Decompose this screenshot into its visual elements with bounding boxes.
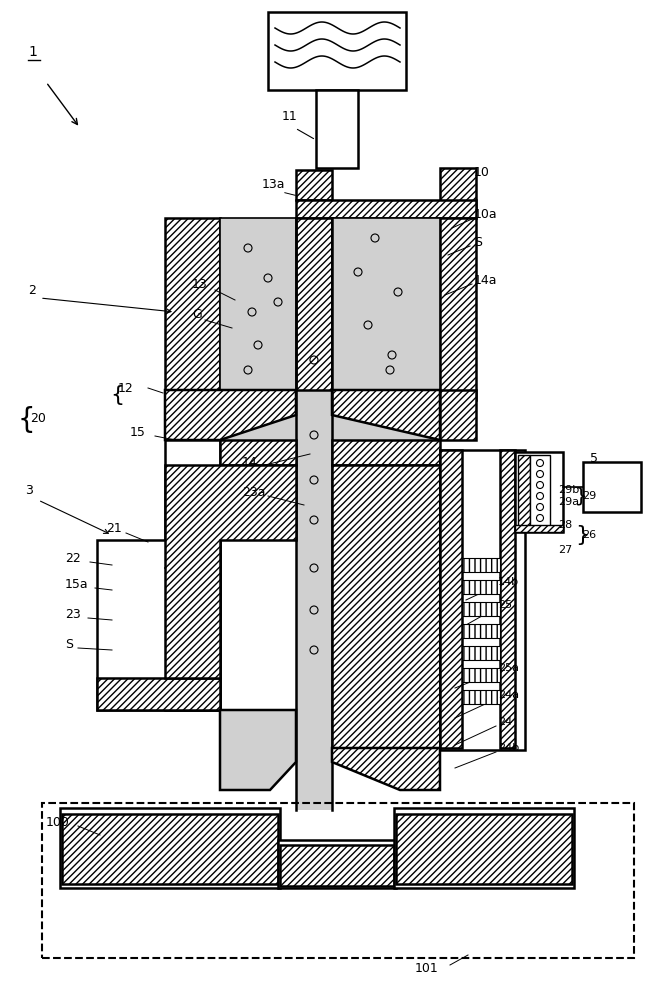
Polygon shape [332, 390, 440, 440]
Text: 3: 3 [25, 484, 33, 496]
Bar [462, 646, 500, 660]
Bar [515, 452, 563, 532]
Text: {: { [110, 385, 124, 405]
Bar [462, 668, 500, 682]
Text: }: } [575, 525, 589, 545]
Polygon shape [440, 450, 462, 748]
Text: 28: 28 [558, 520, 573, 530]
Bar [42, 803, 634, 958]
Polygon shape [440, 390, 476, 440]
Circle shape [536, 482, 544, 488]
Polygon shape [165, 465, 296, 678]
Text: 22: 22 [65, 552, 81, 564]
Text: 29a: 29a [558, 497, 579, 507]
Bar [316, 90, 358, 168]
Bar [97, 540, 220, 710]
Polygon shape [62, 814, 278, 884]
Text: 1: 1 [28, 45, 37, 59]
Text: 15: 15 [130, 426, 146, 438]
Text: 29: 29 [582, 491, 596, 501]
Text: 14b: 14b [498, 577, 519, 587]
Text: S: S [474, 235, 482, 248]
Text: 26: 26 [582, 530, 596, 540]
Bar [462, 580, 500, 594]
Polygon shape [332, 465, 440, 748]
Circle shape [536, 492, 544, 499]
Text: 14a: 14a [474, 273, 497, 286]
Text: G: G [192, 308, 202, 322]
Text: 21: 21 [106, 522, 122, 534]
Polygon shape [296, 218, 332, 810]
Polygon shape [332, 218, 440, 390]
Text: 12: 12 [118, 381, 134, 394]
Polygon shape [500, 450, 515, 748]
Text: 100: 100 [46, 816, 70, 828]
Polygon shape [165, 218, 220, 390]
Polygon shape [332, 440, 440, 465]
Polygon shape [296, 218, 332, 390]
Text: }: } [575, 487, 587, 506]
Bar [462, 602, 500, 616]
Polygon shape [280, 845, 394, 886]
Polygon shape [396, 814, 572, 884]
Circle shape [536, 514, 544, 522]
Bar [60, 808, 280, 888]
Bar [462, 624, 500, 638]
Bar [440, 450, 525, 750]
Text: 5: 5 [590, 452, 598, 464]
Text: 23: 23 [65, 608, 81, 621]
Polygon shape [296, 170, 332, 200]
Text: 23a: 23a [242, 486, 265, 498]
Polygon shape [97, 678, 220, 710]
Text: 14: 14 [242, 456, 258, 468]
Text: 29b: 29b [558, 485, 579, 495]
Circle shape [536, 471, 544, 478]
Text: 25: 25 [498, 600, 512, 610]
Polygon shape [165, 440, 220, 710]
Text: 15a: 15a [65, 578, 89, 591]
Text: 11: 11 [282, 109, 298, 122]
Text: 20: 20 [30, 412, 46, 424]
Text: 2: 2 [28, 284, 36, 296]
Polygon shape [220, 218, 296, 390]
Polygon shape [165, 390, 296, 440]
Polygon shape [440, 168, 476, 210]
Text: 24b: 24b [498, 743, 519, 753]
Polygon shape [220, 390, 296, 440]
Bar [530, 455, 550, 528]
Bar [462, 690, 500, 704]
Polygon shape [332, 748, 440, 790]
Polygon shape [515, 525, 563, 532]
Polygon shape [220, 440, 296, 465]
Text: S: S [65, 639, 73, 652]
Bar [268, 12, 406, 90]
Text: {: { [18, 406, 36, 434]
Text: 24: 24 [498, 717, 512, 727]
Polygon shape [440, 218, 476, 400]
Text: 24a: 24a [498, 690, 519, 700]
Circle shape [536, 504, 544, 510]
Bar [462, 558, 500, 572]
Text: 13a: 13a [262, 178, 286, 192]
Polygon shape [296, 200, 476, 218]
Text: 25a: 25a [498, 663, 519, 673]
Text: 101: 101 [415, 962, 439, 974]
Text: 10a: 10a [474, 209, 498, 222]
Text: 10: 10 [474, 165, 490, 178]
Text: 27: 27 [558, 545, 573, 555]
Circle shape [536, 460, 544, 466]
Polygon shape [332, 390, 440, 440]
Bar [583, 462, 641, 512]
Polygon shape [220, 710, 296, 790]
Text: 13: 13 [192, 278, 208, 292]
Polygon shape [518, 455, 530, 528]
Bar [278, 840, 396, 888]
Bar [394, 808, 574, 888]
